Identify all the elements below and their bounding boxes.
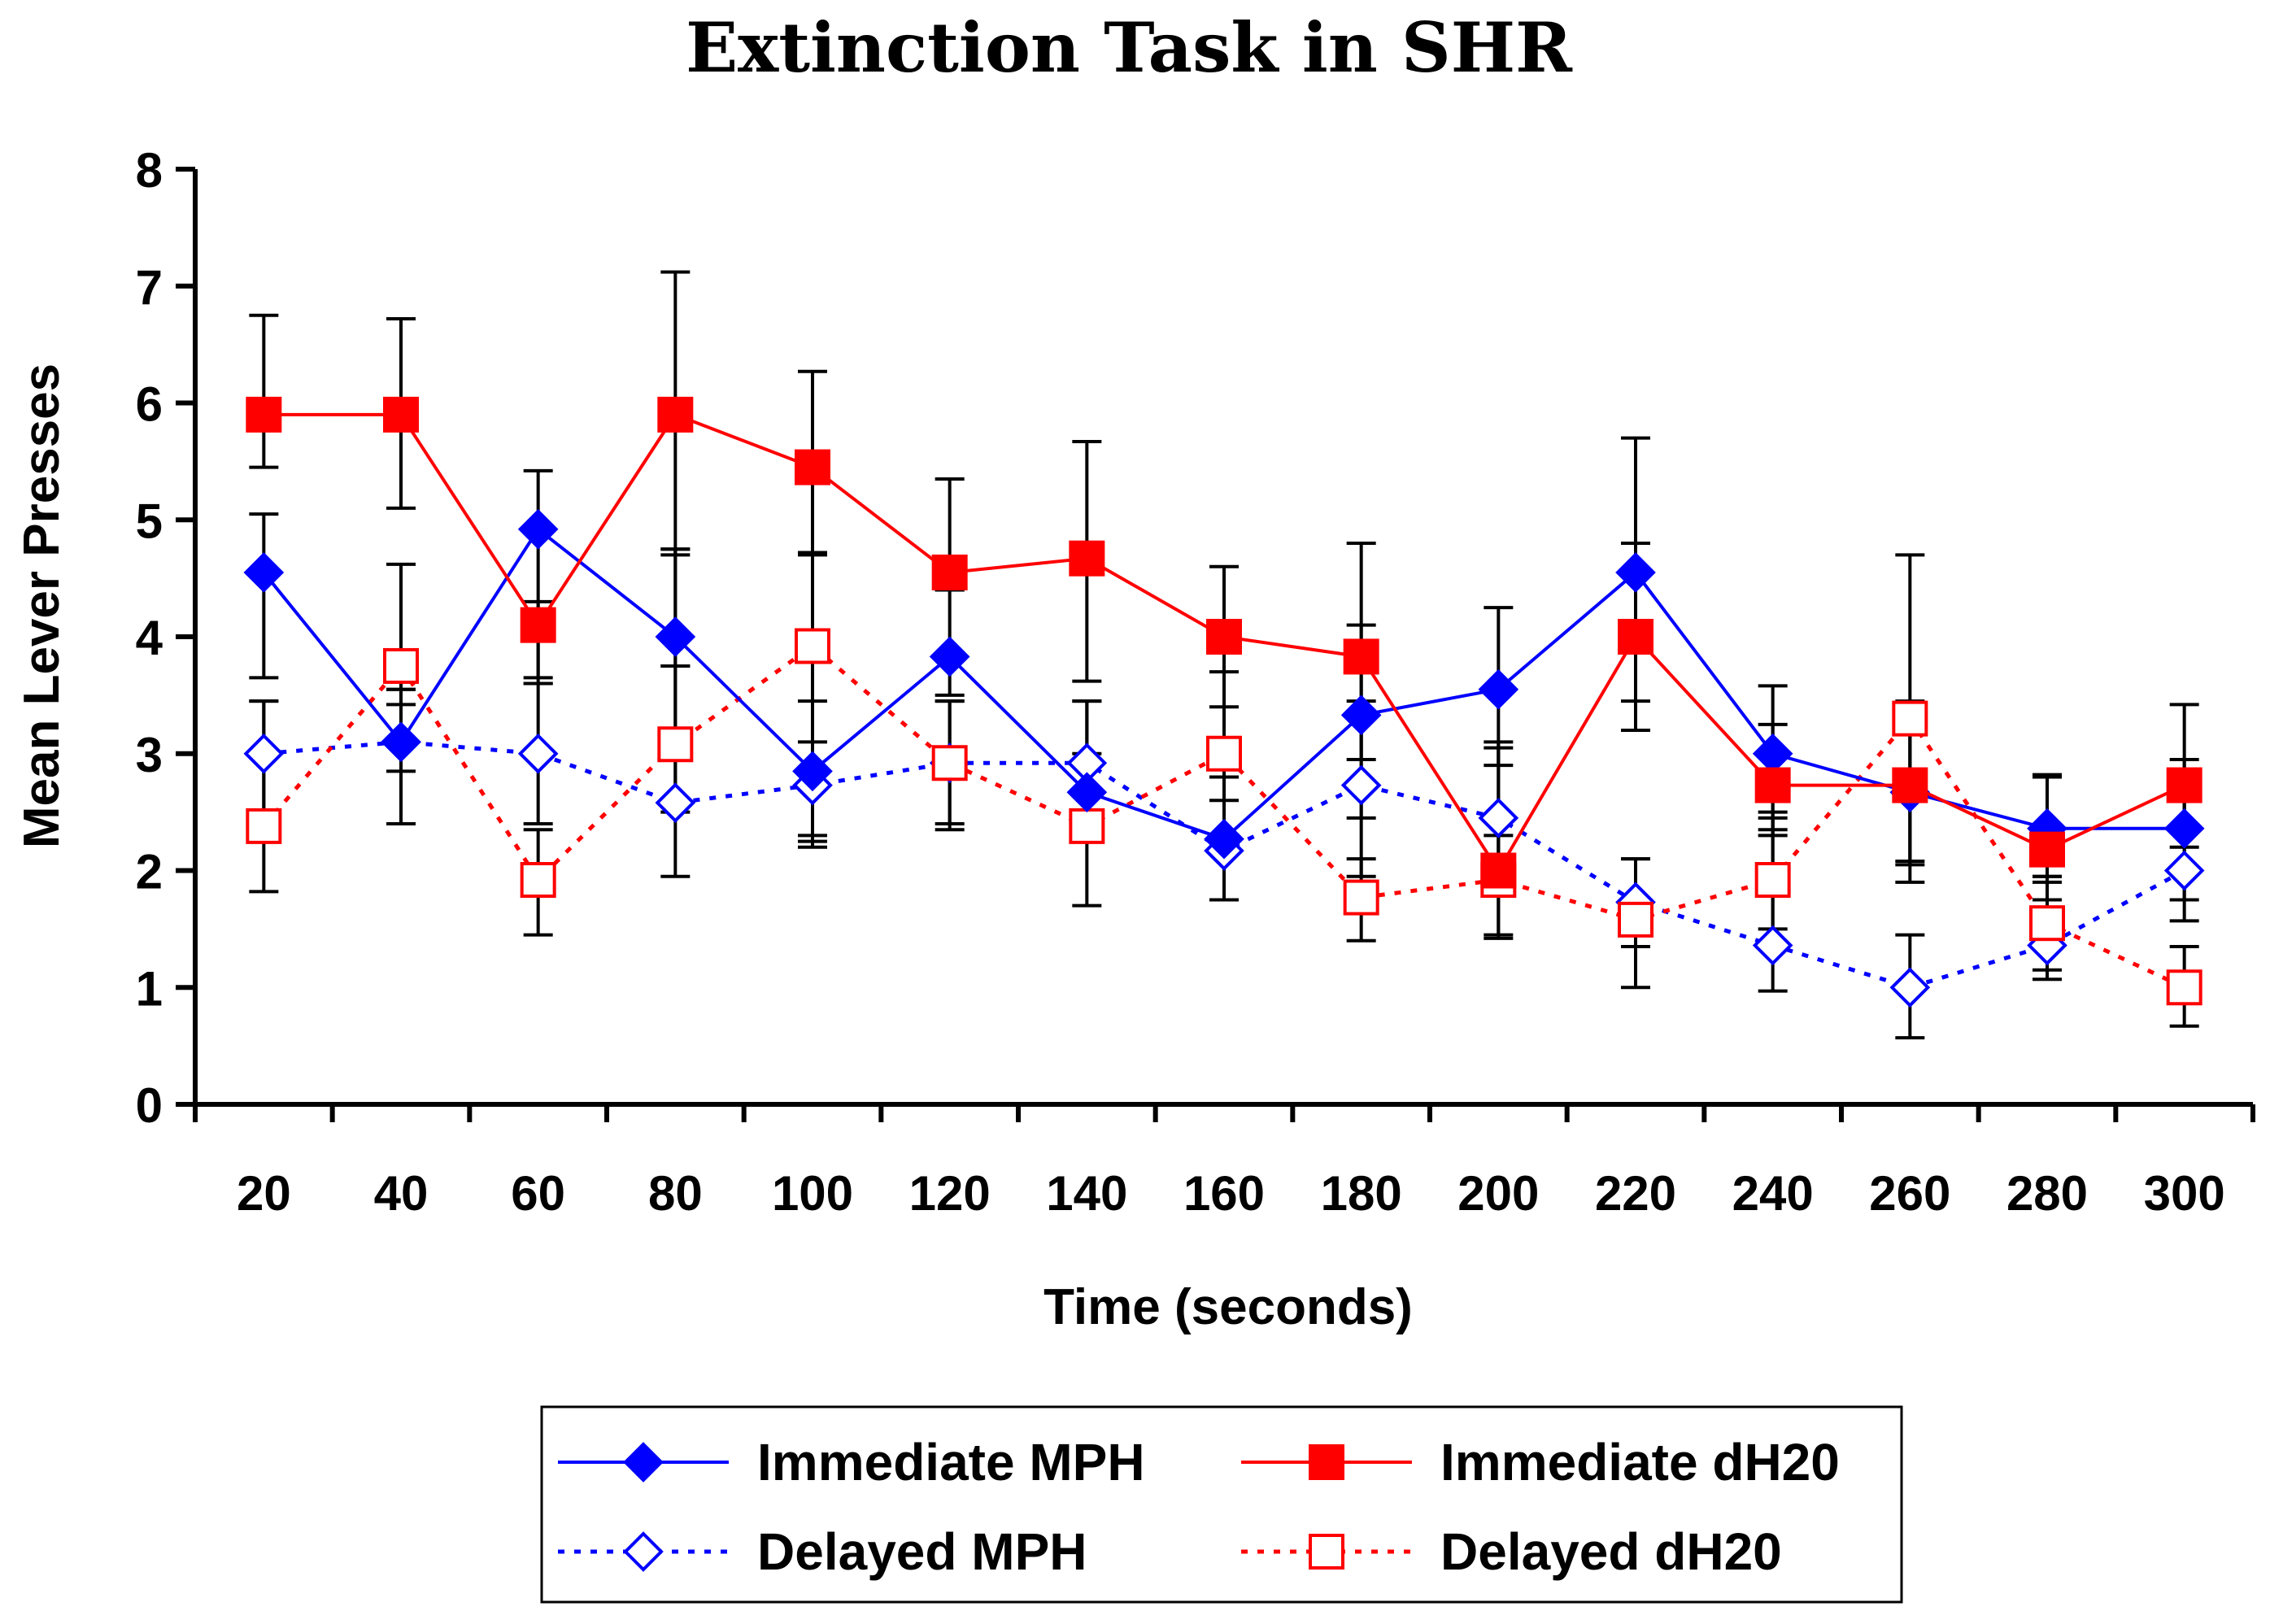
immediate-mph-point xyxy=(2163,808,2205,849)
delayed-dh20-point xyxy=(1754,862,1791,898)
immediate-mph-point xyxy=(1478,668,1519,710)
delayed-dh20-point xyxy=(795,628,830,664)
y-tick-label: 5 xyxy=(136,494,163,548)
x-tick-label: 160 xyxy=(1183,1166,1265,1221)
y-tick-label: 8 xyxy=(136,143,163,198)
x-tick-label: 80 xyxy=(648,1166,703,1221)
immediate-mph-point xyxy=(517,508,559,550)
x-tick-label: 20 xyxy=(237,1166,291,1221)
delayed-dh20-point xyxy=(1069,808,1105,844)
immediate-dh20-point xyxy=(1206,619,1242,655)
delayed-dh20-point xyxy=(931,745,968,782)
x-axis-label: Time (seconds) xyxy=(1044,1279,1413,1335)
plot-area: 0 1 2 3 4 5 6 7 8 20 40 60 80 100 120 140 160 180 200 220 24… xyxy=(136,143,2255,1221)
legend-box xyxy=(540,1405,1903,1604)
immediate-mph-point xyxy=(1204,818,1244,860)
immediate-dh20-point xyxy=(2166,767,2202,803)
delayed-dh20-point xyxy=(383,647,419,684)
delayed-mph-point xyxy=(1889,967,1931,1008)
x-tick-label: 300 xyxy=(2144,1166,2225,1221)
delayed-dh20-point xyxy=(1892,700,1928,737)
immediate-mph-point xyxy=(243,552,285,593)
delayed-mph-point xyxy=(517,733,559,774)
immediate-dh20-point xyxy=(246,396,282,433)
x-tick-label: 180 xyxy=(1321,1166,1402,1221)
x-tick-label: 120 xyxy=(909,1166,991,1221)
delayed-dh20-point xyxy=(2029,905,2065,942)
delayed-dh20-point xyxy=(1206,735,1242,772)
x-tick-label: 280 xyxy=(2006,1166,2088,1221)
immediate-dh20-point xyxy=(1480,852,1517,889)
x-tick-label: 200 xyxy=(1457,1166,1539,1221)
delayed-mph-point xyxy=(2163,850,2205,891)
immediate-mph-point xyxy=(1340,694,1382,736)
immediate-dh20-point xyxy=(1069,540,1105,577)
legend-label-delayed-dh20: Delayed dH20 xyxy=(1440,1522,1782,1581)
immediate-mph-point xyxy=(929,636,970,677)
immediate-dh20-point xyxy=(1892,767,1928,803)
immediate-dh20-point xyxy=(657,396,694,433)
delayed-mph-point xyxy=(1340,764,1382,806)
immediate-dh20-point xyxy=(1754,767,1791,803)
y-tick-label: 2 xyxy=(136,845,163,899)
legend-marker-delayed-dh20 xyxy=(1309,1534,1344,1570)
y-tick-label: 7 xyxy=(136,260,163,315)
y-tick-label: 3 xyxy=(136,728,163,782)
delayed-dh20-point xyxy=(2166,969,2202,1006)
chart-title: Extinction Task in SHR xyxy=(686,7,1573,88)
legend-label-immediate-mph: Immediate MPH xyxy=(757,1433,1145,1491)
legend-label-delayed-mph: Delayed MPH xyxy=(757,1522,1087,1581)
immediate-dh20-point xyxy=(795,449,830,485)
delayed-dh20-point xyxy=(520,862,556,898)
legend-marker-immediate-dh20 xyxy=(1309,1444,1344,1480)
delayed-mph-point xyxy=(243,733,285,774)
y-tick-label: 0 xyxy=(136,1078,163,1133)
delayed-dh20-point xyxy=(1618,901,1653,938)
delayed-dh20-point xyxy=(1343,879,1379,916)
legend: Immediate MPH Immediate dH20 Delayed MPH De… xyxy=(540,1405,1903,1604)
immediate-mph-point xyxy=(381,721,421,763)
y-tick-label: 6 xyxy=(136,377,163,432)
legend-marker-delayed-mph xyxy=(623,1531,664,1572)
x-tick-label: 40 xyxy=(374,1166,429,1221)
y-tick-label: 4 xyxy=(136,611,163,665)
y-tick-label: 1 xyxy=(136,961,163,1016)
x-tick-label: 140 xyxy=(1046,1166,1127,1221)
immediate-dh20-point xyxy=(1343,638,1379,675)
delayed-dh20-point xyxy=(657,726,694,763)
x-tick-label: 60 xyxy=(511,1166,565,1221)
legend-marker-immediate-mph xyxy=(623,1442,664,1482)
delayed-dh20-point xyxy=(246,808,282,844)
immediate-dh20-point xyxy=(931,554,968,590)
immediate-mph-point xyxy=(1615,552,1656,593)
y-axis-label: Mean Lever Presses xyxy=(14,364,70,848)
x-tick-label: 240 xyxy=(1732,1166,1814,1221)
immediate-dh20-point xyxy=(2029,831,2065,868)
delayed-mph-point xyxy=(1752,925,1793,966)
immediate-dh20-point xyxy=(520,607,556,643)
legend-label-immediate-dh20: Immediate dH20 xyxy=(1440,1433,1840,1491)
x-tick-label: 100 xyxy=(772,1166,853,1221)
immediate-mph-point xyxy=(792,751,833,792)
x-tick-label: 220 xyxy=(1595,1166,1676,1221)
delayed-mph-point xyxy=(1478,797,1519,838)
immediate-mph-point xyxy=(1752,733,1793,774)
immediate-dh20-point xyxy=(1618,619,1653,655)
delayed-mph-point xyxy=(655,782,696,823)
x-tick-label: 260 xyxy=(1869,1166,1950,1221)
immediate-dh20-point xyxy=(383,396,419,433)
immediate-mph-point xyxy=(655,616,696,657)
immediate-mph-point xyxy=(1066,772,1108,813)
